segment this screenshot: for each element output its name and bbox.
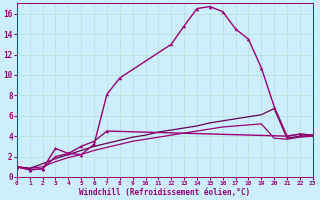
X-axis label: Windchill (Refroidissement éolien,°C): Windchill (Refroidissement éolien,°C) — [79, 188, 250, 197]
